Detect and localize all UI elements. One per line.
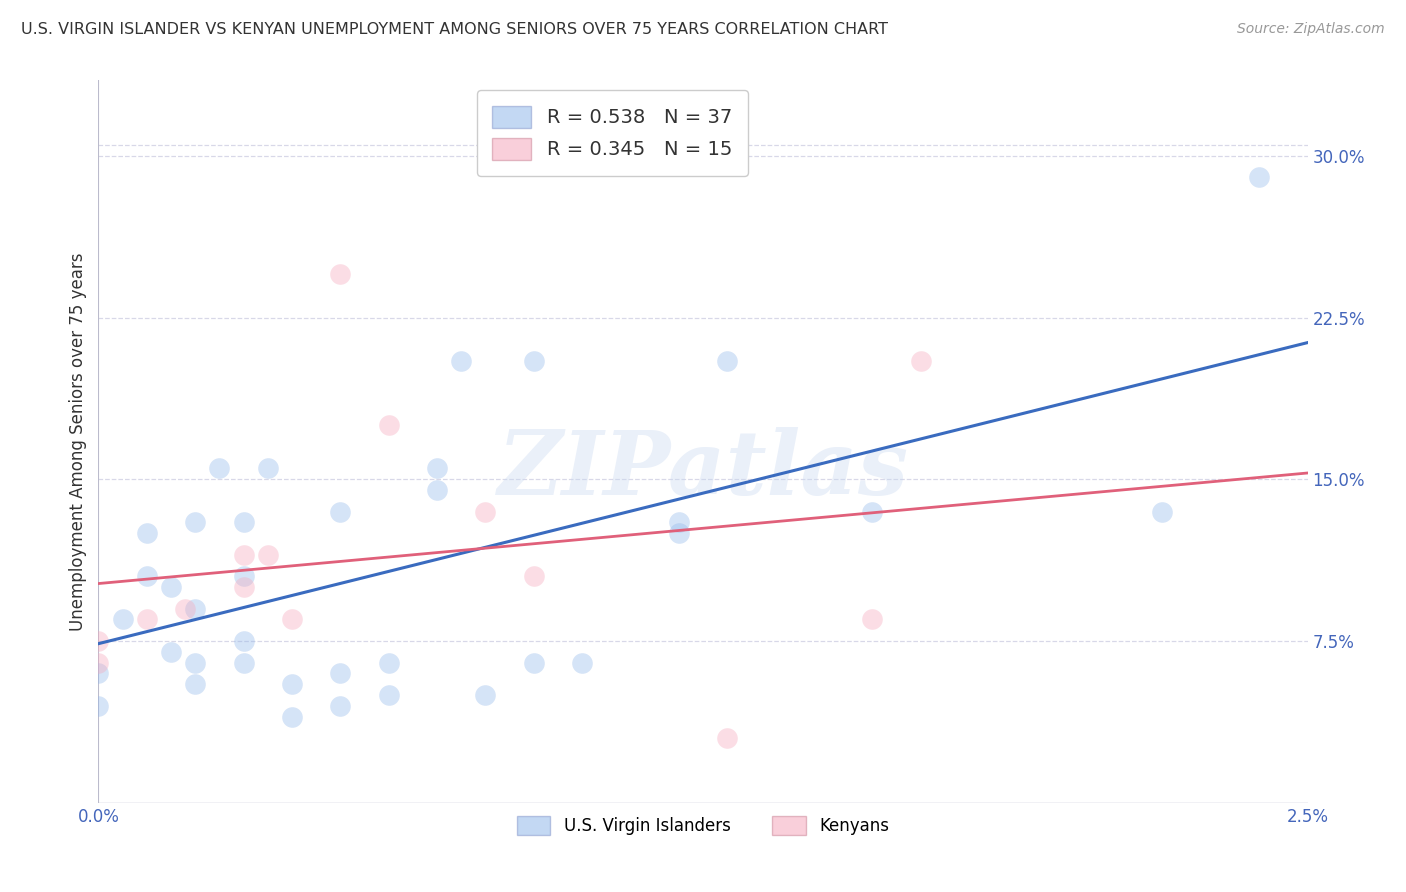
Text: Source: ZipAtlas.com: Source: ZipAtlas.com (1237, 22, 1385, 37)
Point (87, 666, 110, 681)
Point (232, 656, 254, 670)
Point (1152, 505, 1174, 519)
Point (281, 612, 304, 626)
Point (910, 353, 932, 368)
Point (232, 548, 254, 562)
Point (474, 505, 496, 519)
Point (184, 516, 207, 530)
Point (523, 569, 546, 583)
Point (160, 645, 183, 659)
Point (716, 731, 738, 745)
Point (174, 601, 197, 615)
Point (523, 353, 546, 368)
Point (87, 698, 110, 713)
Point (329, 698, 352, 713)
Point (232, 580, 254, 594)
Point (256, 461, 278, 475)
Point (184, 601, 207, 615)
Point (716, 353, 738, 368)
Point (377, 688, 399, 702)
Text: U.S. VIRGIN ISLANDER VS KENYAN UNEMPLOYMENT AMONG SENIORS OVER 75 YEARS CORRELAT: U.S. VIRGIN ISLANDER VS KENYAN UNEMPLOYM… (21, 22, 889, 37)
Point (571, 656, 593, 670)
Point (668, 526, 690, 541)
Point (329, 268, 352, 282)
Text: ZIPatlas: ZIPatlas (498, 427, 908, 514)
Point (426, 461, 449, 475)
Point (135, 526, 157, 541)
Point (184, 677, 207, 691)
Point (87, 634, 110, 648)
Point (860, 505, 883, 519)
Point (450, 353, 472, 368)
Point (111, 612, 134, 626)
Point (160, 580, 183, 594)
Point (135, 569, 157, 583)
Point (208, 461, 231, 475)
Point (377, 418, 399, 433)
Y-axis label: Unemployment Among Seniors over 75 years: Unemployment Among Seniors over 75 years (69, 252, 87, 631)
Point (426, 483, 449, 497)
Point (329, 505, 352, 519)
Point (1249, 170, 1271, 185)
Legend: U.S. Virgin Islanders, Kenyans: U.S. Virgin Islanders, Kenyans (510, 809, 896, 841)
Point (232, 569, 254, 583)
Point (474, 688, 496, 702)
Point (135, 612, 157, 626)
Point (860, 612, 883, 626)
Point (281, 677, 304, 691)
Point (668, 516, 690, 530)
Point (377, 656, 399, 670)
Point (87, 656, 110, 670)
Point (232, 516, 254, 530)
Point (232, 634, 254, 648)
Point (523, 656, 546, 670)
Point (329, 666, 352, 681)
Point (281, 709, 304, 723)
Point (256, 548, 278, 562)
Point (184, 656, 207, 670)
